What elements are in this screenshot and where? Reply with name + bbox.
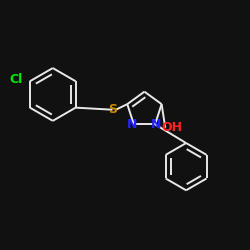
Text: Cl: Cl — [10, 73, 23, 86]
Text: N: N — [151, 118, 162, 131]
Text: S: S — [108, 103, 117, 116]
Text: OH: OH — [161, 121, 182, 134]
Text: N: N — [127, 118, 138, 131]
